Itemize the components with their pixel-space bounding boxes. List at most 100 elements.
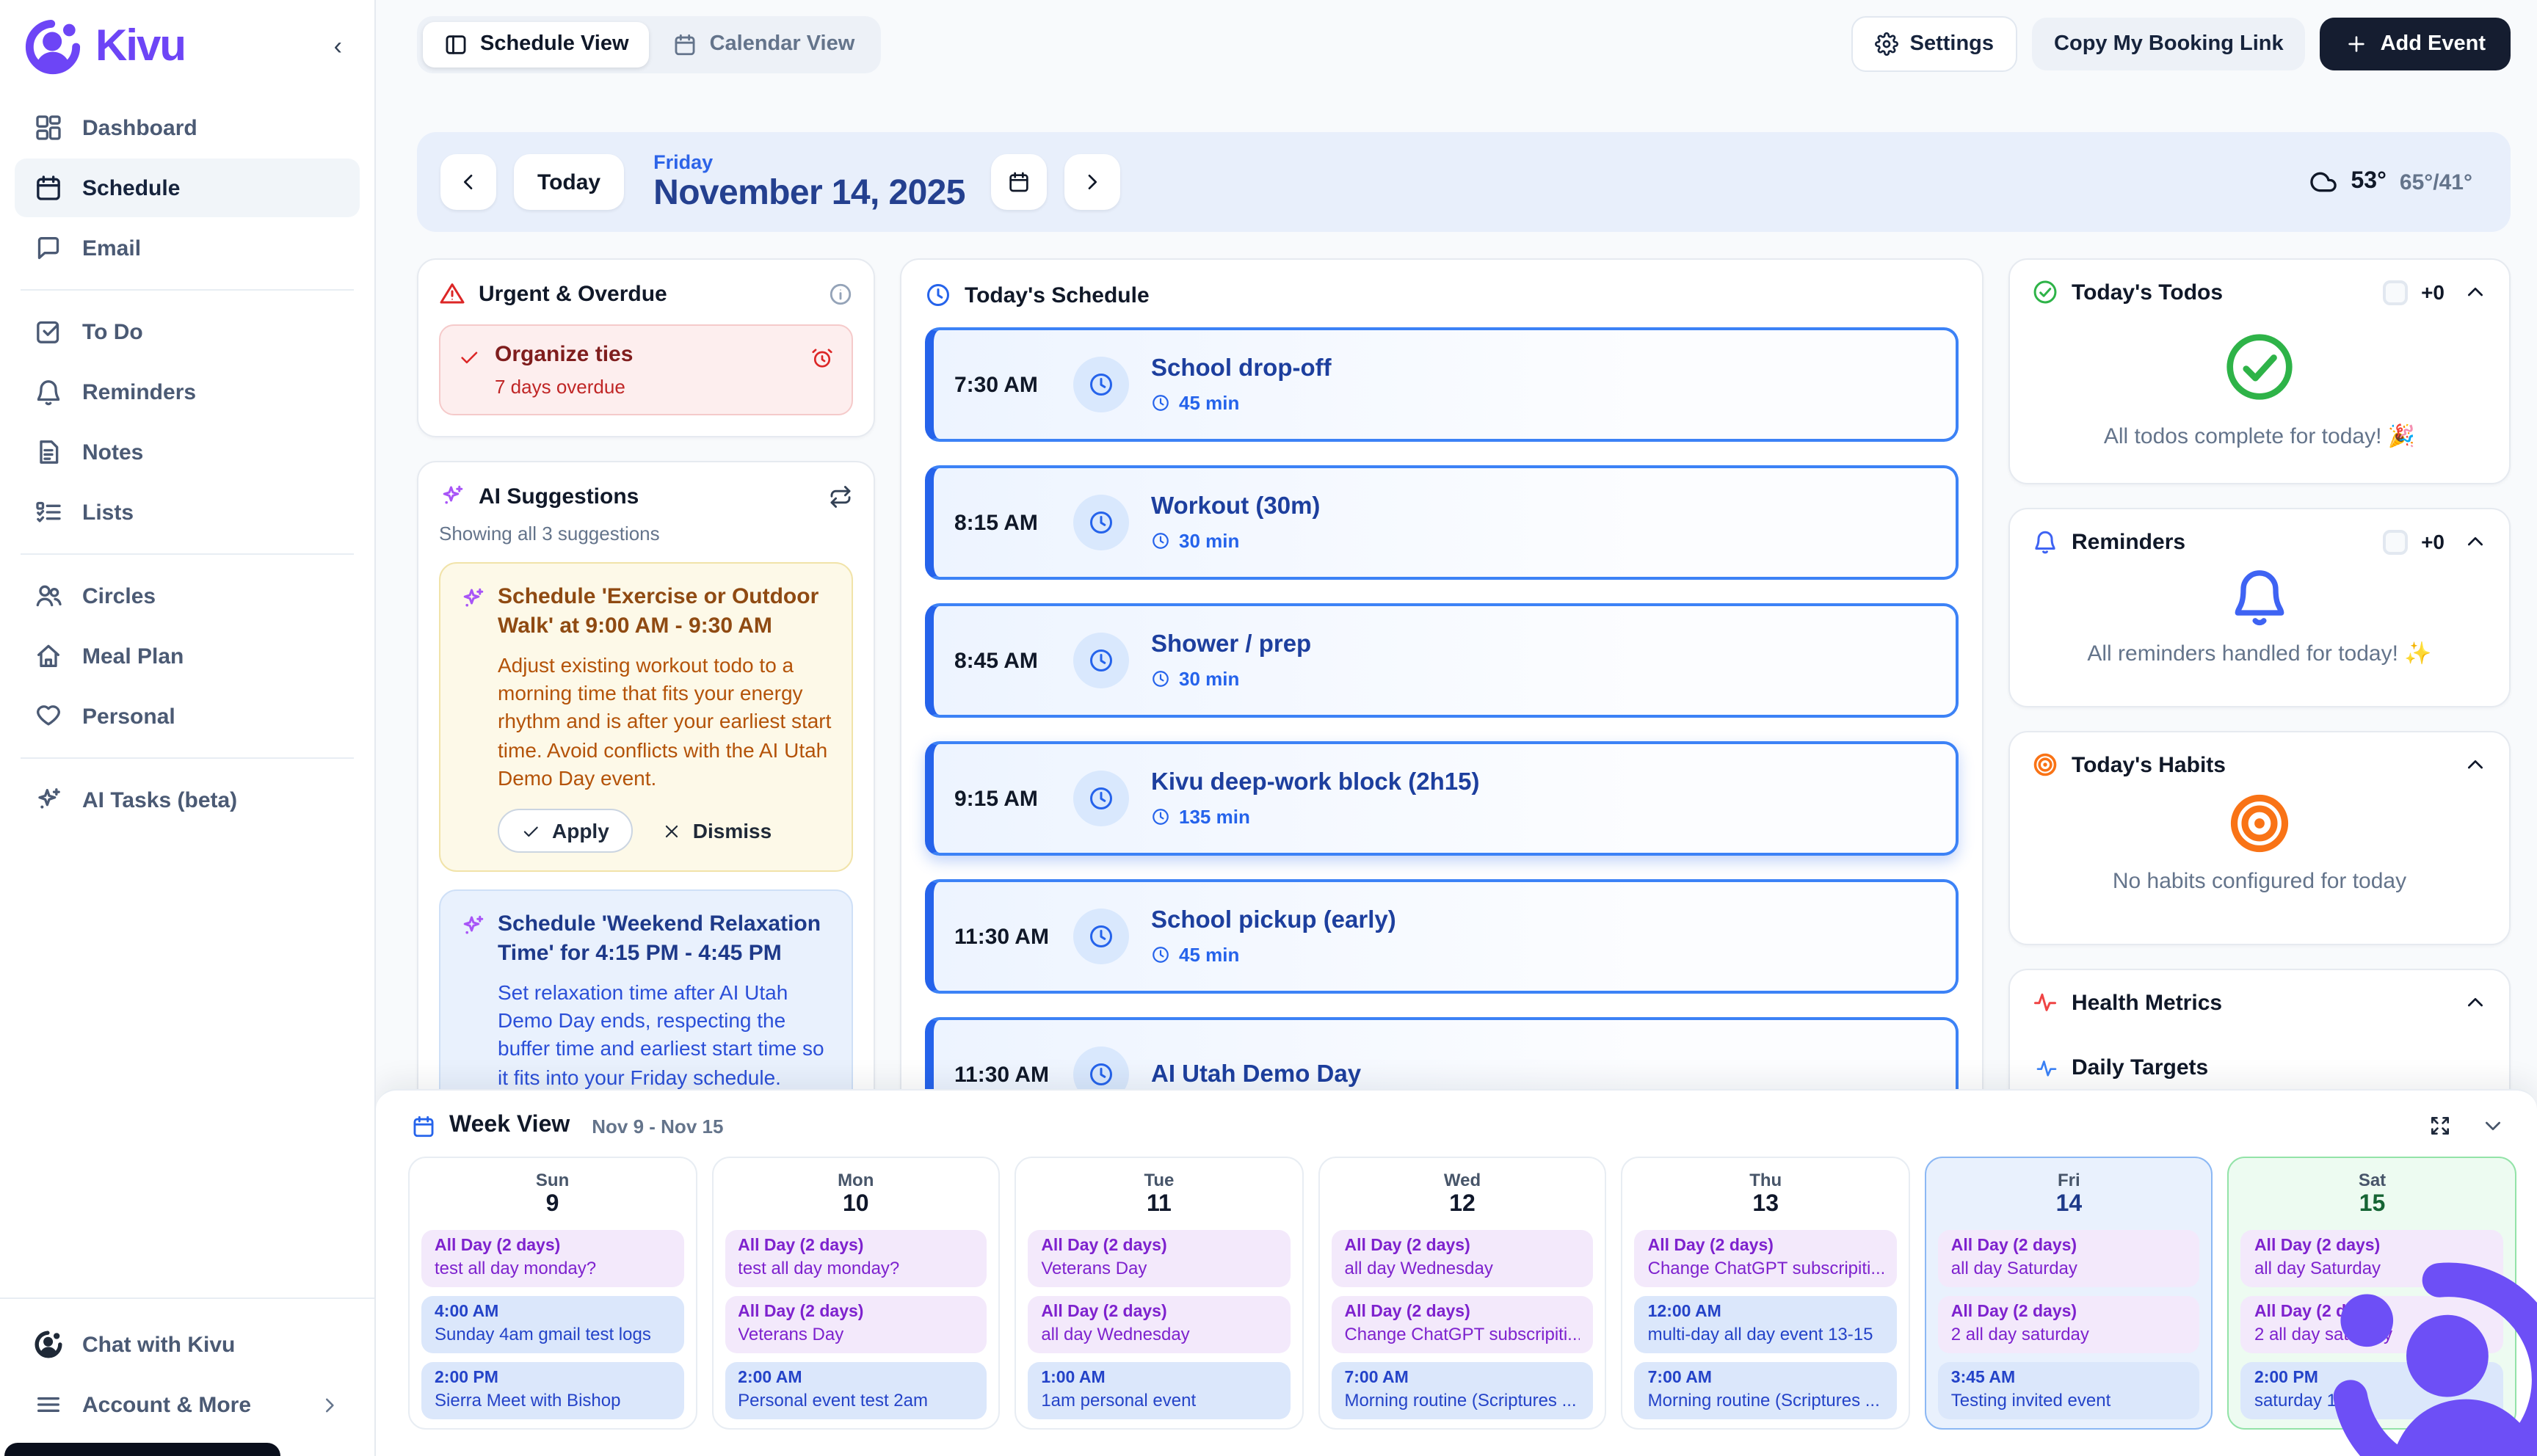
week-day-column-fri[interactable]: Fri 14 All Day (2 days) all day Saturday All…	[1924, 1157, 2213, 1430]
habits-empty-icon	[2226, 790, 2293, 857]
event-duration: 30 min	[1151, 530, 1320, 552]
calendar-view-icon	[673, 32, 698, 57]
week-event[interactable]: All Day (2 days) Veterans Day	[725, 1296, 987, 1353]
copy-booking-link-button[interactable]: Copy My Booking Link	[2032, 18, 2306, 70]
week-day-column-tue[interactable]: Tue 11 All Day (2 days) Veterans Day All Day…	[1015, 1157, 1304, 1430]
add-event-button[interactable]: Add Event	[2320, 18, 2511, 70]
week-event[interactable]: 3:45 AM Testing invited event	[1937, 1362, 2200, 1419]
chevron-up-icon[interactable]	[2464, 280, 2487, 304]
sidebar-item-circles[interactable]: Circles	[15, 567, 360, 625]
sidebar-item-personal[interactable]: Personal	[15, 687, 360, 746]
sidebar-item-dashboard[interactable]: Dashboard	[15, 98, 360, 157]
week-day-column-wed[interactable]: Wed 12 All Day (2 days) all day Wednesday Al…	[1318, 1157, 1607, 1430]
event-title: School drop-off	[1151, 355, 1332, 382]
clock-icon	[1151, 669, 1170, 688]
week-event[interactable]: 2:00 PM Sierra Meet with Bishop	[421, 1362, 684, 1419]
week-event[interactable]: 2:00 AM Personal event test 2am	[725, 1362, 987, 1419]
week-event[interactable]: 12:00 AM multi-day all day event 13-15	[1634, 1296, 1897, 1353]
sidebar-item-meal-plan[interactable]: Meal Plan	[15, 627, 360, 685]
week-view-panel: Week View Nov 9 - Nov 15 Sun 9 All Day (2 …	[376, 1089, 2537, 1456]
right-column: Today's Todos +0 All todos complete for …	[2008, 258, 2511, 1168]
overdue-item[interactable]: Organize ties 7 days overdue	[439, 324, 853, 415]
expand-icon[interactable]	[2428, 1114, 2452, 1138]
week-day-column-mon[interactable]: Mon 10 All Day (2 days) test all day monday…	[711, 1157, 1001, 1430]
event-time: 8:15 AM	[954, 510, 1038, 535]
week-event-line1: 12:00 AM	[1647, 1303, 1721, 1321]
chevron-up-icon[interactable]	[2464, 753, 2487, 776]
sidebar-item-schedule[interactable]: Schedule	[15, 159, 360, 217]
week-event[interactable]: All Day (2 days) all day Saturday	[1937, 1230, 2200, 1287]
date-picker-button[interactable]	[991, 154, 1048, 210]
apply-button[interactable]: Apply	[498, 809, 633, 853]
sidebar-item-lists[interactable]: Lists	[15, 483, 360, 542]
sidebar-item-notes[interactable]: Notes	[15, 423, 360, 481]
week-event[interactable]: 7:00 AM Morning routine (Scriptures ...	[1331, 1362, 1594, 1419]
sidebar-item-reminders[interactable]: Reminders	[15, 363, 360, 421]
sidebar-collapse-button[interactable]: ‹	[322, 26, 354, 68]
refresh-icon[interactable]	[828, 484, 853, 509]
week-event-line1: 2:00 PM	[435, 1369, 498, 1387]
week-day-column-thu[interactable]: Thu 13 All Day (2 days) Change ChatGPT subs…	[1621, 1157, 1910, 1430]
week-event[interactable]: All Day (2 days) Change ChatGPT subscripi…	[1331, 1296, 1594, 1353]
chevron-right-icon	[1081, 170, 1105, 194]
alarm-clock-icon[interactable]	[810, 346, 834, 370]
week-event-line1: 2:00 PM	[2254, 1369, 2318, 1387]
week-event[interactable]: All Day (2 days) all day Wednesday	[1028, 1296, 1291, 1353]
week-grid: Sun 9 All Day (2 days) test all day monday?…	[408, 1157, 2517, 1430]
sidebar-item-to-do[interactable]: To Do	[15, 302, 360, 361]
check-icon[interactable]	[458, 346, 480, 368]
week-event[interactable]: All Day (2 days) Change ChatGPT subscripi…	[1634, 1230, 1897, 1287]
divider	[21, 757, 354, 759]
plus-icon	[2345, 32, 2369, 56]
prev-day-button[interactable]	[440, 154, 496, 210]
sidebar-nav: Dashboard Schedule Email To Do Reminders Note…	[0, 91, 374, 837]
schedule-event[interactable]: 11:30 AM School pickup (early) 45 min	[925, 879, 1959, 994]
week-event-line2: Sierra Meet with Bishop	[435, 1390, 621, 1410]
kivu-assistant-fab[interactable]	[2303, 1234, 2537, 1456]
week-event-line1: All Day (2 days)	[2254, 1237, 2381, 1255]
weather-widget: 53° 65°/41°	[2309, 167, 2488, 197]
week-event-line2: Change ChatGPT subscripiti...	[1647, 1258, 1884, 1278]
copy-booking-link-label: Copy My Booking Link	[2054, 32, 2284, 56]
week-event[interactable]: All Day (2 days) test all day monday?	[725, 1230, 987, 1287]
chevron-up-icon[interactable]	[2464, 530, 2487, 553]
clock-badge	[1073, 909, 1129, 964]
tab-schedule-view[interactable]: Schedule View	[423, 21, 650, 67]
week-event[interactable]: All Day (2 days) all day Wednesday	[1331, 1230, 1594, 1287]
week-event[interactable]: All Day (2 days) test all day monday?	[421, 1230, 684, 1287]
tab-calendar-view[interactable]: Calendar View	[653, 21, 876, 67]
schedule-event[interactable]: 9:15 AM Kivu deep-work block (2h15) 135 mi…	[925, 741, 1959, 856]
clock-icon	[925, 282, 951, 308]
week-event-line2: all day Saturday	[2254, 1258, 2381, 1278]
account-more-button[interactable]: Account & More	[15, 1375, 360, 1434]
clock-icon	[1088, 923, 1114, 950]
chevron-up-icon[interactable]	[2464, 991, 2487, 1014]
reminders-checkbox[interactable]	[2383, 529, 2409, 554]
info-icon[interactable]	[828, 281, 853, 306]
sidebar-item-label: Lists	[82, 500, 134, 525]
sidebar-item-email[interactable]: Email	[15, 219, 360, 277]
view-toggle: Schedule View Calendar View	[417, 15, 882, 73]
week-event-line1: 7:00 AM	[1647, 1369, 1712, 1387]
chevron-down-icon[interactable]	[2481, 1114, 2505, 1138]
week-day-column-sun[interactable]: Sun 9 All Day (2 days) test all day monday?…	[408, 1157, 697, 1430]
sidebar-item-label: Email	[82, 236, 142, 261]
chat-with-kivu-button[interactable]: Chat with Kivu	[15, 1315, 360, 1374]
week-event[interactable]: 4:00 AM Sunday 4am gmail test logs	[421, 1296, 684, 1353]
week-event[interactable]: 7:00 AM Morning routine (Scriptures ...	[1634, 1362, 1897, 1419]
today-button[interactable]: Today	[514, 154, 625, 210]
todos-checkbox[interactable]	[2383, 280, 2409, 305]
sidebar-item-ai-tasks-beta[interactable]: AI Tasks (beta)	[15, 771, 360, 829]
week-event[interactable]: All Day (2 days) 2 all day saturday	[1937, 1296, 2200, 1353]
week-event[interactable]: 1:00 AM 1am personal event	[1028, 1362, 1291, 1419]
schedule-event[interactable]: 8:45 AM Shower / prep 30 min	[925, 603, 1959, 718]
reminders-card: Reminders +0 All reminders handled for t…	[2008, 508, 2511, 707]
schedule-event[interactable]: 8:15 AM Workout (30m) 30 min	[925, 465, 1959, 580]
schedule-event[interactable]: 7:30 AM School drop-off 45 min	[925, 327, 1959, 442]
week-event-line2: all day Wednesday	[1041, 1324, 1190, 1344]
overdue-item-status: 7 days overdue	[495, 376, 625, 398]
dismiss-button[interactable]: Dismiss	[662, 819, 772, 842]
week-event[interactable]: All Day (2 days) Veterans Day	[1028, 1230, 1291, 1287]
next-day-button[interactable]	[1064, 154, 1121, 210]
settings-button[interactable]: Settings	[1851, 16, 2018, 72]
